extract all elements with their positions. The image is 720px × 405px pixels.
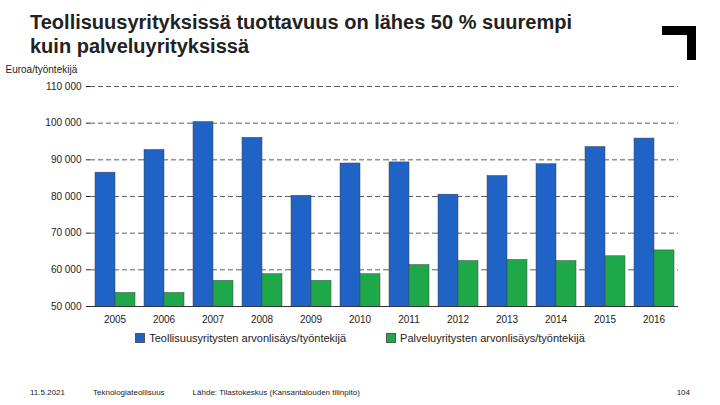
svg-text:60 000: 60 000 xyxy=(51,264,82,275)
svg-text:2012: 2012 xyxy=(447,314,470,325)
svg-text:2008: 2008 xyxy=(251,314,274,325)
svg-text:2014: 2014 xyxy=(545,314,568,325)
html-text:Lähde: Tilastokeskus (Kansanta: Lähde: Tilastokeskus (Kansantalouden til… xyxy=(192,388,360,397)
html-text:Teollisuusyrityksissä tuottavu: Teollisuusyrityksissä tuottavuus on lähe… xyxy=(30,11,572,57)
svg-text:80 000: 80 000 xyxy=(51,191,82,202)
svg-text:100 000: 100 000 xyxy=(45,117,82,128)
html-text:Teknologiateollisuus: Teknologiateollisuus xyxy=(93,388,165,397)
svg-text:2013: 2013 xyxy=(496,314,519,325)
svg-text:2005: 2005 xyxy=(104,314,127,325)
html-text:Palveluyritysten arvonlisäys/t: Palveluyritysten arvonlisäys/työntekijä xyxy=(400,332,585,344)
svg-text:2007: 2007 xyxy=(202,314,225,325)
svg-text:50 000: 50 000 xyxy=(51,301,82,312)
svg-text:110 000: 110 000 xyxy=(46,81,82,92)
html-text:Teollisuusyritysten arvonlisäy: Teollisuusyritysten arvonlisäys/työnteki… xyxy=(149,332,347,344)
html-text:11.5.2021: 11.5.2021 xyxy=(30,388,65,397)
svg-text:2010: 2010 xyxy=(349,314,372,325)
svg-text:90 000: 90 000 xyxy=(51,154,82,165)
svg-text:2006: 2006 xyxy=(153,314,176,325)
html-text:104: 104 xyxy=(676,388,690,397)
svg-text:Euroa/työntekijä: Euroa/työntekijä xyxy=(6,64,78,75)
svg-text:70 000: 70 000 xyxy=(51,227,82,238)
svg-text:2009: 2009 xyxy=(300,314,323,325)
svg-text:2016: 2016 xyxy=(643,314,666,325)
svg-text:2015: 2015 xyxy=(594,314,617,325)
svg-text:2011: 2011 xyxy=(398,314,420,325)
